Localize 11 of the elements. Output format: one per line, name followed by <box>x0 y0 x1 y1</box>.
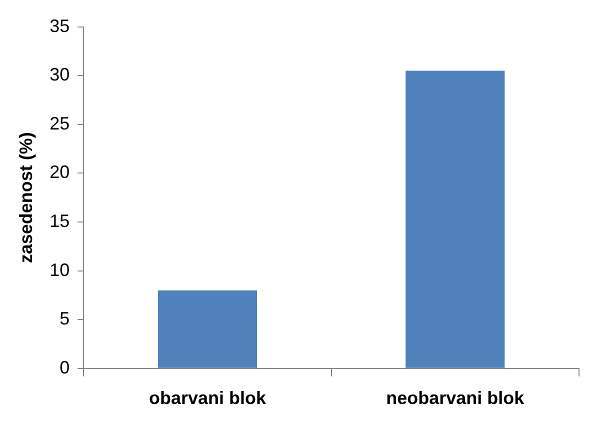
y-tick-label: 20 <box>50 162 70 182</box>
y-tick-label: 35 <box>50 16 70 36</box>
x-tick-label: obarvani blok <box>148 388 267 408</box>
y-tick-label: 5 <box>60 308 70 329</box>
y-tick-label: 10 <box>50 260 70 280</box>
y-tick-label: 0 <box>60 357 70 378</box>
x-tick-label: neobarvani blok <box>386 388 526 408</box>
y-axis-title: zasedenost (%) <box>16 132 36 264</box>
y-tick-label: 25 <box>50 113 70 134</box>
y-tick-label: 30 <box>50 64 70 85</box>
y-tick-label: 15 <box>50 210 70 231</box>
